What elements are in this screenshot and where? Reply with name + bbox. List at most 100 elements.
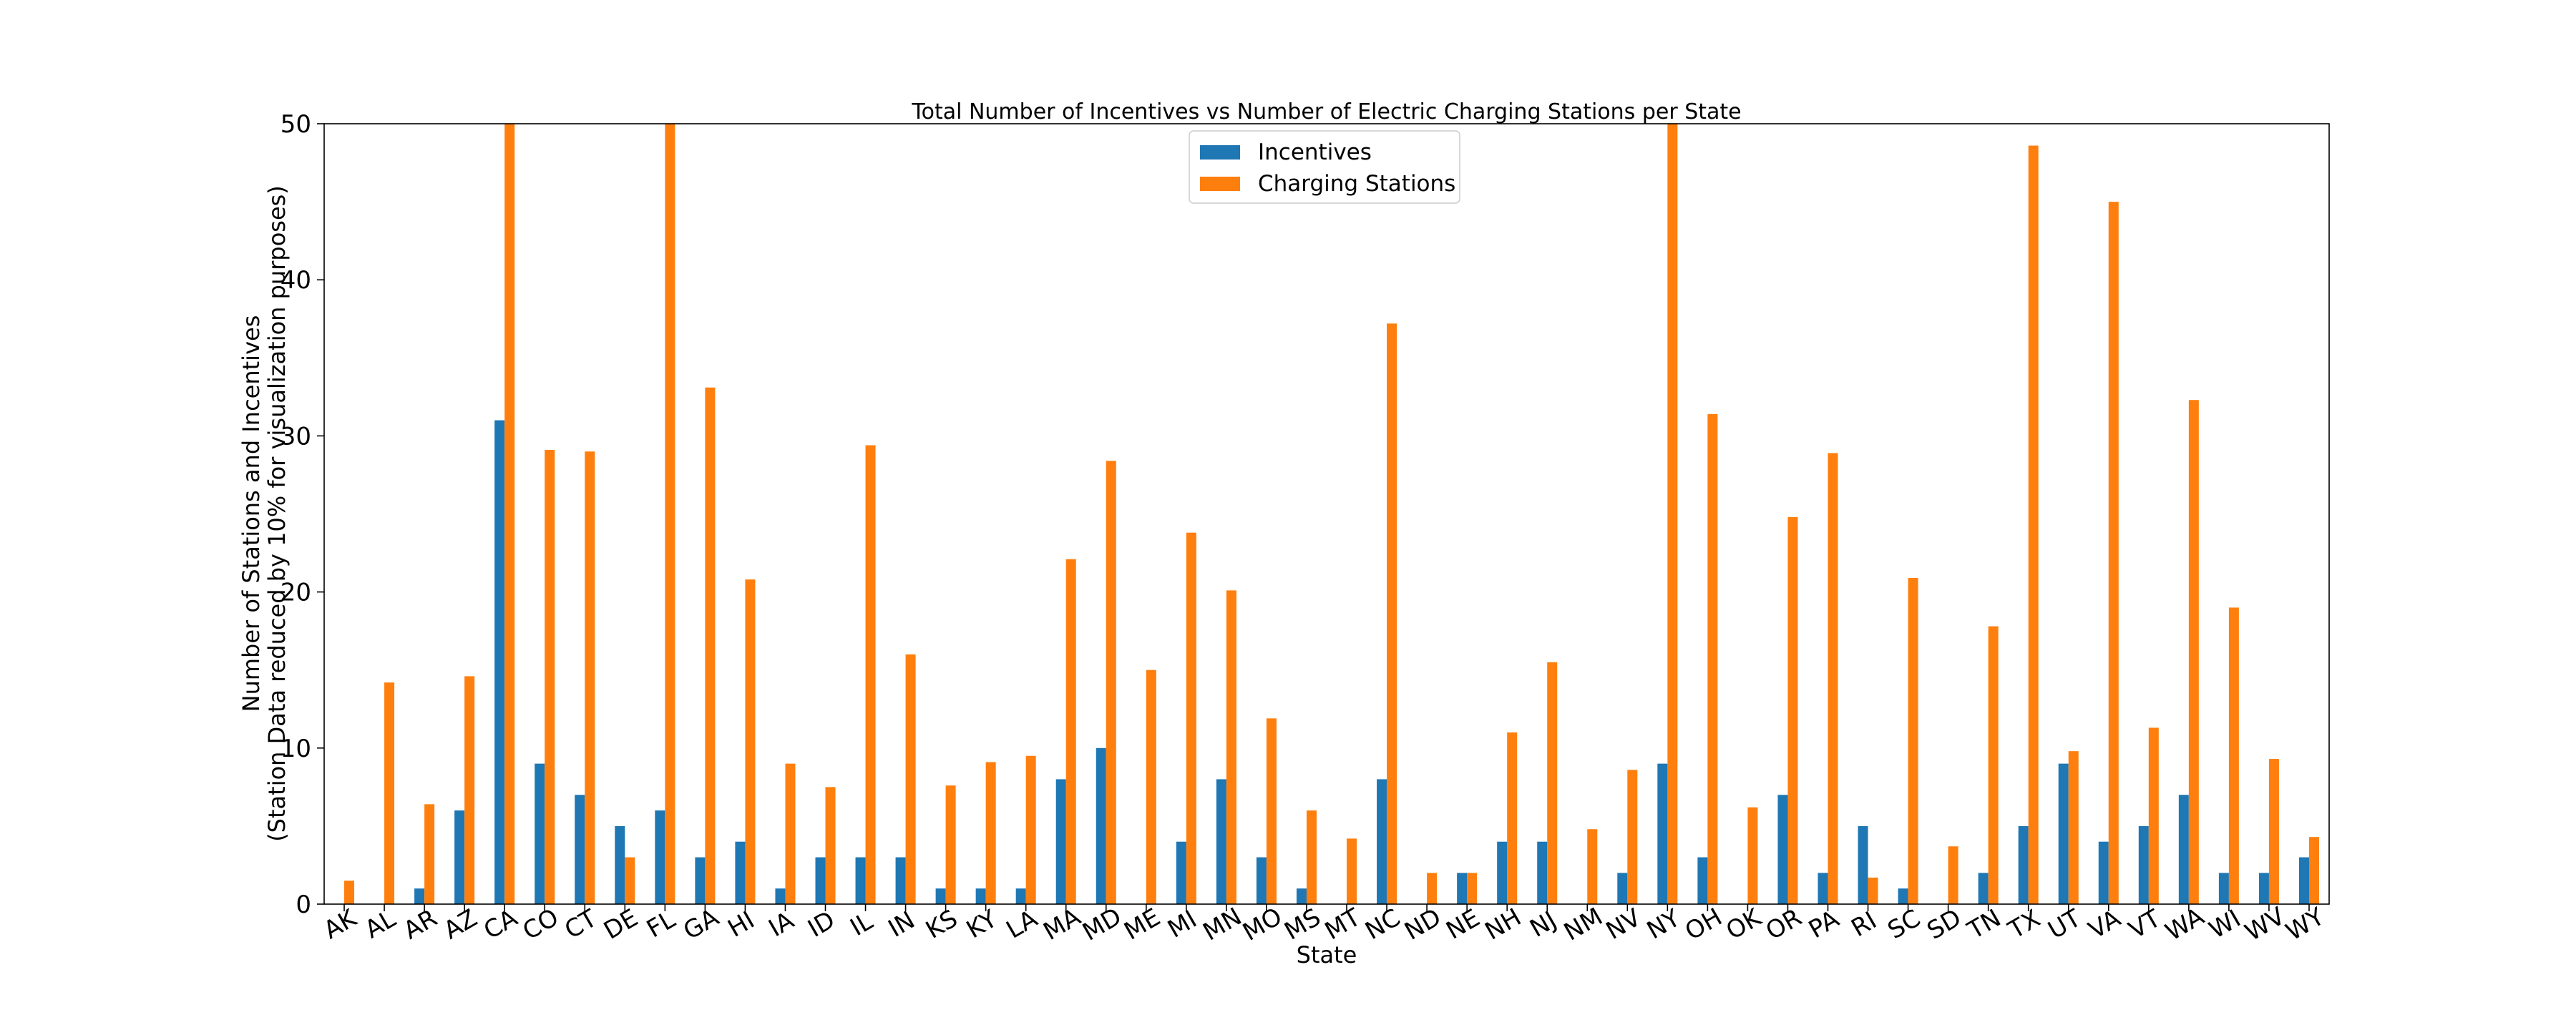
bar-incentives-hi (735, 841, 746, 904)
bar-incentives-tn (1978, 873, 1989, 904)
bar-charging-stations-la (1025, 755, 1036, 904)
bar-charging-stations-ok (1747, 807, 1758, 904)
x-tick-label-tx: TX (2003, 904, 2045, 945)
y-axis: 0 10 20 30 40 50 (280, 110, 324, 919)
x-tick-label-oh: OH (1680, 903, 1727, 946)
plot-area-frame (323, 123, 2330, 905)
x-tick-label-mo: MO (1238, 902, 1287, 947)
legend-swatch-incentives (1200, 145, 1240, 160)
bar-incentives-ky (975, 888, 986, 904)
bar-charging-stations-mo (1266, 718, 1277, 904)
legend-label-incentives: Incentives (1258, 139, 1372, 165)
bar-incentives-md (1096, 747, 1106, 904)
bar-charging-stations-wa (2188, 400, 2199, 904)
x-tick-label-nj: NJ (1525, 906, 1561, 943)
bar-charging-stations-or (1787, 516, 1798, 904)
x-tick-label-nd: ND (1400, 903, 1446, 946)
bar-incentives-az (454, 810, 465, 904)
bar-incentives-ms (1296, 888, 1307, 904)
bar-incentives-wy (2298, 857, 2309, 904)
bar-charging-stations-co (545, 450, 555, 904)
y-tick-label: 10 (280, 735, 311, 763)
x-tick-label-va: VA (2084, 904, 2125, 945)
bar-charging-stations-va (2108, 202, 2119, 905)
bar-charging-stations-az (464, 676, 475, 904)
bar-charging-stations-ak (344, 881, 355, 904)
bar-charging-stations-al (384, 682, 395, 904)
bar-charging-stations-ne (1467, 873, 1478, 904)
bar-charging-stations-ca (504, 124, 515, 904)
bar-charging-stations-oh (1707, 413, 1718, 904)
bar-incentives-in (895, 857, 906, 904)
x-tick-label-in: IN (884, 906, 920, 943)
bar-incentives-ct (575, 795, 585, 904)
y-tick-label: 0 (296, 891, 311, 919)
bar-incentives-nv (1617, 873, 1628, 904)
bar-charging-stations-ky (985, 762, 996, 904)
bar-incentives-wv (2258, 873, 2269, 904)
x-tick-label-vt: VT (2124, 904, 2165, 945)
x-tick-label-id: ID (803, 906, 839, 943)
y-tick-label: 50 (280, 110, 311, 139)
chart-title: Total Number of Incentives vs Number of … (911, 99, 1741, 124)
x-tick-label-mt: MT (1320, 903, 1366, 946)
x-tick-label-de: DE (599, 903, 643, 945)
bar-incentives-id (815, 857, 826, 904)
bar-charging-stations-ma (1065, 559, 1076, 904)
x-tick-label-ia: IA (764, 906, 799, 943)
bar-incentives-ar (414, 888, 425, 904)
x-tick-label-fl: FL (642, 905, 680, 943)
x-tick-label-ut: UT (2043, 904, 2086, 946)
x-tick-label-or: OR (1761, 903, 1807, 946)
bar-charging-stations-vt (2148, 727, 2159, 904)
bar-charging-stations-id (825, 787, 836, 904)
x-tick-label-wa: WA (2161, 902, 2210, 946)
x-tick-label-ga: GA (678, 903, 723, 946)
bar-charging-stations-il (865, 445, 876, 904)
bar-incentives-or (1777, 795, 1788, 904)
bar-incentives-ca (494, 420, 505, 904)
bar-charging-stations-ar (424, 804, 435, 904)
bar-charging-stations-fl (665, 124, 675, 904)
bar-charging-stations-tx (2028, 145, 2039, 904)
bar-charging-stations-md (1106, 461, 1116, 904)
bar-incentives-ut (2058, 763, 2069, 904)
x-tick-label-az: AZ (439, 904, 482, 946)
y-tick-label: 20 (280, 579, 311, 607)
legend-swatch-charging-stations (1200, 177, 1240, 191)
x-tick-label-nc: NC (1360, 903, 1405, 946)
x-tick-label-nh: NH (1480, 903, 1526, 946)
x-tick-label-ny: NY (1642, 903, 1685, 945)
bar-incentives-il (855, 857, 866, 904)
bar-charging-stations-de (625, 857, 635, 904)
bar-charging-stations-nj (1547, 662, 1558, 904)
bar-charging-stations-wy (2308, 837, 2319, 904)
legend: Incentives Charging Stations (1189, 130, 1460, 204)
x-tick-label-ms: MS (1279, 903, 1325, 946)
bar-incentives-vt (2138, 825, 2149, 904)
bar-incentives-ne (1457, 873, 1468, 904)
bar-charging-stations-sc (1908, 577, 1918, 904)
bar-charging-stations-ks (945, 785, 956, 904)
x-tick-label-ak: AK (319, 903, 363, 945)
bar-incentives-la (1015, 888, 1026, 904)
x-tick-label-sc: SC (1883, 904, 1925, 945)
x-tick-label-ky: KY (962, 905, 1002, 945)
x-tick-label-md: MD (1078, 902, 1126, 946)
y-axis-label-line2: (Station Data reduced by 10% for visuali… (263, 185, 291, 842)
x-tick-label-il: IL (845, 907, 877, 942)
legend-label-charging-stations: Charging Stations (1258, 171, 1455, 197)
bar-incentives-nc (1377, 779, 1387, 904)
x-tick-label-tn: TN (1962, 904, 2006, 946)
bar-incentives-sc (1898, 888, 1908, 904)
x-tick-label-pa: PA (1804, 905, 1844, 944)
bar-charging-stations-ct (585, 451, 595, 904)
bar-charging-stations-ri (1868, 877, 1878, 904)
bar-incentives-mi (1176, 841, 1186, 904)
bar-charging-stations-nc (1387, 323, 1397, 904)
bar-charging-stations-mn (1226, 590, 1236, 904)
x-tick-label-ok: OK (1722, 903, 1767, 946)
bar-charging-stations-wi (2228, 607, 2239, 904)
bar-incentives-pa (1818, 873, 1828, 904)
